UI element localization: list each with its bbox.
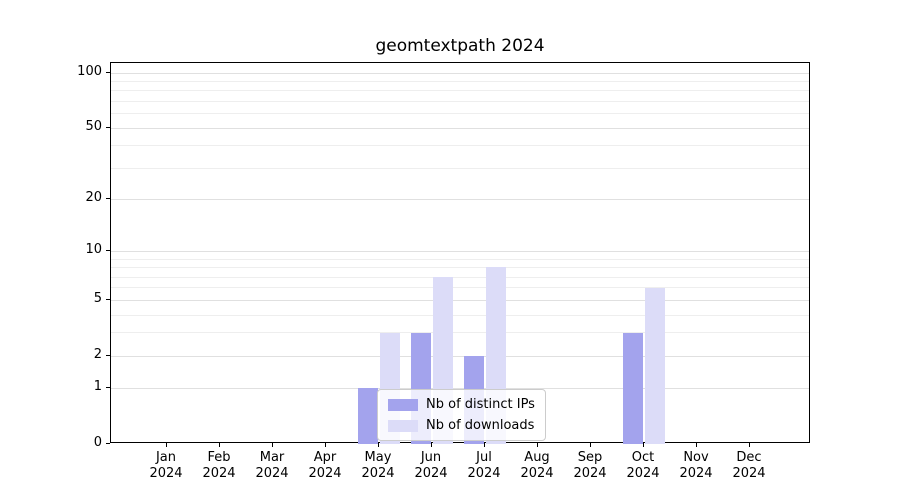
plot-area: Nb of distinct IPs Nb of downloads <box>110 62 810 444</box>
gridline-minor <box>111 277 809 278</box>
y-tick-mark <box>106 198 110 199</box>
y-tick-label: 20 <box>85 190 102 205</box>
gridline-major <box>111 251 809 252</box>
legend-swatch-distinct-ips <box>388 398 418 411</box>
x-tick-mark <box>272 443 273 447</box>
gridline-minor <box>111 81 809 82</box>
bar-nb-of-distinct-ips <box>358 388 378 444</box>
gridline-minor <box>111 259 809 260</box>
x-tick-label: Feb 2024 <box>202 450 236 481</box>
x-tick-label: Jan 2024 <box>149 450 183 481</box>
legend-item-distinct-ips: Nb of distinct IPs <box>388 397 535 412</box>
x-tick-label: Dec 2024 <box>732 450 766 481</box>
x-tick-label: May 2024 <box>361 450 395 481</box>
y-tick-mark <box>106 387 110 388</box>
gridline-major <box>111 300 809 301</box>
legend: Nb of distinct IPs Nb of downloads <box>377 389 546 441</box>
gridline-minor <box>111 90 809 91</box>
x-tick-label: Aug 2024 <box>520 450 554 481</box>
y-tick-label: 50 <box>85 119 102 134</box>
y-tick-label: 100 <box>77 64 102 79</box>
x-tick-mark <box>431 443 432 447</box>
legend-label-distinct-ips: Nb of distinct IPs <box>426 397 535 412</box>
y-tick-label: 1 <box>93 379 102 394</box>
gridline-minor <box>111 332 809 333</box>
y-tick-mark <box>106 299 110 300</box>
x-tick-label: Jun 2024 <box>414 450 448 481</box>
y-tick-mark <box>106 127 110 128</box>
y-tick-label: 2 <box>93 347 102 362</box>
legend-item-downloads: Nb of downloads <box>388 418 535 433</box>
gridline-minor <box>111 267 809 268</box>
gridline-minor <box>111 145 809 146</box>
y-tick-label: 10 <box>85 242 102 257</box>
y-tick-mark <box>106 355 110 356</box>
gridline-major <box>111 199 809 200</box>
x-tick-mark <box>166 443 167 447</box>
bar-nb-of-distinct-ips <box>623 332 643 444</box>
x-tick-mark <box>643 443 644 447</box>
legend-swatch-downloads <box>388 419 418 432</box>
gridline-minor <box>111 168 809 169</box>
bar-nb-of-downloads <box>645 287 665 444</box>
y-tick-label: 5 <box>93 291 102 306</box>
chart-title: geomtextpath 2024 <box>375 36 545 56</box>
gridline-major <box>111 388 809 389</box>
x-tick-label: Apr 2024 <box>308 450 342 481</box>
x-tick-mark <box>590 443 591 447</box>
gridline-minor <box>111 101 809 102</box>
x-tick-mark <box>378 443 379 447</box>
x-tick-mark <box>219 443 220 447</box>
x-tick-mark <box>484 443 485 447</box>
x-tick-mark <box>537 443 538 447</box>
gridline-major <box>111 356 809 357</box>
y-tick-mark <box>106 250 110 251</box>
gridline-major <box>111 73 809 74</box>
y-tick-mark <box>106 443 110 444</box>
x-tick-mark <box>749 443 750 447</box>
gridline-minor <box>111 315 809 316</box>
y-tick-mark <box>106 72 110 73</box>
x-tick-label: Jul 2024 <box>467 450 501 481</box>
x-tick-label: Sep 2024 <box>573 450 607 481</box>
gridline-major <box>111 128 809 129</box>
y-tick-label: 0 <box>93 435 102 450</box>
x-tick-label: Mar 2024 <box>255 450 289 481</box>
x-tick-label: Nov 2024 <box>679 450 713 481</box>
x-tick-mark <box>325 443 326 447</box>
gridline-minor <box>111 113 809 114</box>
legend-label-downloads: Nb of downloads <box>426 418 535 433</box>
x-tick-label: Oct 2024 <box>626 450 660 481</box>
x-tick-mark <box>696 443 697 447</box>
gridline-minor <box>111 287 809 288</box>
